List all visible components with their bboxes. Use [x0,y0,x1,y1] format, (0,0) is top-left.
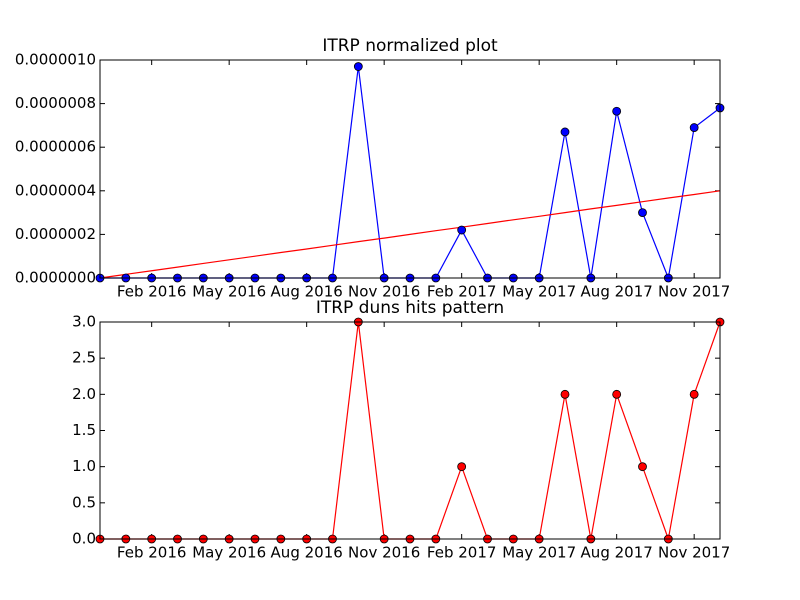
y-tick-label: 0.0000010 [15,51,96,69]
x-tick-label: May 2017 [502,283,576,301]
data-point [612,106,622,116]
y-tick-label: 1.0 [72,457,96,475]
x-tick-label: Nov 2016 [348,283,420,301]
x-tick-label: Aug 2017 [581,283,653,301]
plot-frame [99,59,721,279]
data-point [689,389,699,399]
y-tick-label: 0.0000004 [15,181,96,199]
x-tick-label: Aug 2017 [581,544,653,562]
y-tick-label: 0.5 [72,493,96,511]
y-tick-label: 3.0 [72,313,96,331]
y-tick-label: 0.0 [72,530,96,548]
x-tick-label: Nov 2016 [348,544,420,562]
x-tick-label: Aug 2016 [271,283,343,301]
x-tick-label: Feb 2016 [117,283,187,301]
data-point [560,389,570,399]
x-tick-label: Feb 2017 [427,283,497,301]
x-tick-label: Feb 2017 [427,544,497,562]
x-tick-label: Feb 2016 [117,544,187,562]
y-tick-label: 0.0000008 [15,94,96,112]
y-tick-label: 0.0000002 [15,225,96,243]
y-tick-label: 2.5 [72,349,96,367]
y-tick-label: 0.0000000 [15,269,96,287]
data-point [638,208,647,218]
chart-title: ITRP normalized plot [322,36,498,56]
plot-frame [99,321,721,540]
x-tick-label: May 2017 [502,544,576,562]
series-line [99,190,721,279]
data-point [689,123,699,132]
data-point [638,462,647,472]
data-point [612,389,622,399]
data-point [560,127,570,137]
x-tick-label: May 2016 [192,544,266,562]
x-tick-label: Nov 2017 [658,283,730,301]
chart-title: ITRP duns hits pattern [316,298,504,318]
x-tick-label: May 2016 [192,283,266,301]
y-tick-label: 2.0 [72,385,96,403]
x-tick-label: Nov 2017 [658,544,730,562]
data-point [457,225,467,235]
y-tick-label: 1.5 [72,421,96,439]
data-point [457,462,467,472]
x-tick-label: Aug 2016 [271,544,343,562]
y-tick-label: 0.0000006 [15,138,96,156]
data-point [353,62,363,71]
